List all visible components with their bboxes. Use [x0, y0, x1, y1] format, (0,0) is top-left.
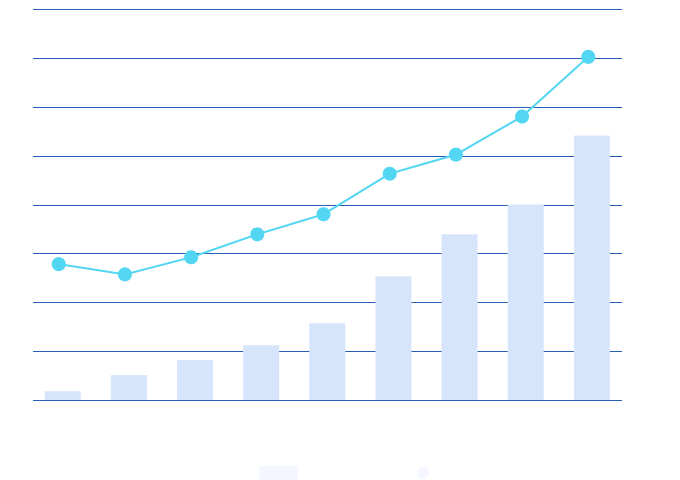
line-point: [382, 166, 397, 181]
bar: [44, 391, 81, 400]
legend[interactable]: [259, 466, 429, 480]
line-point: [51, 257, 66, 272]
line-point: [250, 227, 265, 242]
bar: [573, 135, 610, 400]
line-series: [51, 49, 596, 282]
line-point: [117, 267, 132, 282]
bar: [309, 323, 346, 400]
bar: [243, 345, 280, 400]
bar: [441, 234, 478, 400]
line-point: [184, 250, 199, 265]
line-point: [316, 207, 331, 222]
bar: [507, 204, 544, 400]
bar: [375, 276, 412, 400]
legend-line-swatch: [417, 467, 429, 479]
bar-series: [44, 135, 610, 400]
line-point: [515, 109, 530, 124]
gridlines: [33, 9, 622, 401]
line-point: [581, 49, 596, 64]
bar: [177, 359, 214, 400]
bar: [110, 375, 147, 400]
legend-bar-swatch: [259, 466, 298, 480]
line-point: [448, 147, 463, 162]
